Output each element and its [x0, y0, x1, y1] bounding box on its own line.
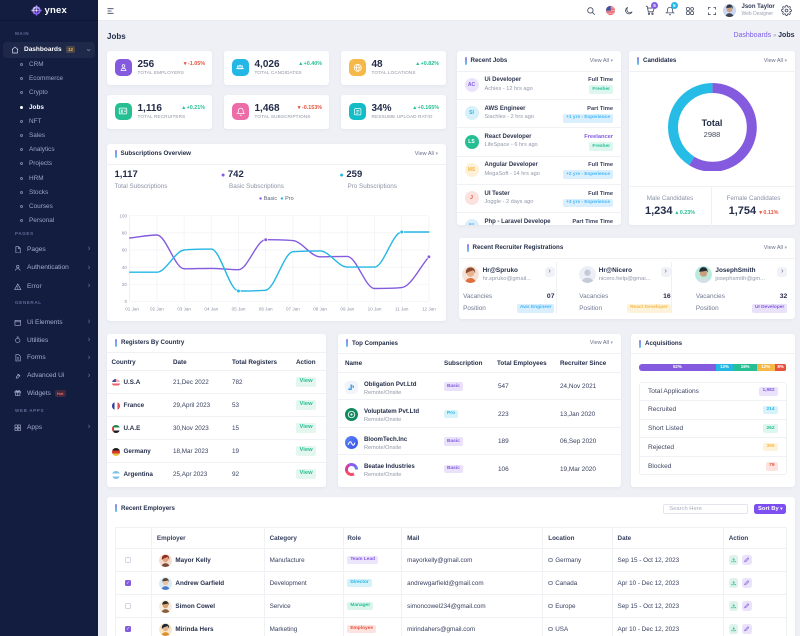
svg-text:0: 0 [124, 299, 127, 304]
svg-text:04 Jan: 04 Jan [204, 306, 218, 311]
svg-text:100: 100 [119, 213, 127, 218]
svg-text:80: 80 [121, 230, 127, 235]
svg-text:40: 40 [121, 264, 127, 269]
svg-text:20: 20 [121, 281, 127, 286]
svg-text:10 Jan: 10 Jan [367, 306, 381, 311]
svg-text:11 Jan: 11 Jan [394, 306, 408, 311]
svg-text:01 Jan: 01 Jan [125, 306, 139, 311]
svg-text:06 Jan: 06 Jan [258, 306, 272, 311]
svg-text:60: 60 [121, 247, 127, 252]
svg-text:12 Jan: 12 Jan [422, 306, 436, 311]
svg-text:08 Jan: 08 Jan [313, 306, 327, 311]
svg-text:09 Jan: 09 Jan [340, 306, 354, 311]
svg-text:07 Jan: 07 Jan [286, 306, 300, 311]
svg-text:05 Jan: 05 Jan [231, 306, 245, 311]
svg-text:03 Jan: 03 Jan [177, 306, 191, 311]
svg-text:02 Jan: 02 Jan [150, 306, 164, 311]
